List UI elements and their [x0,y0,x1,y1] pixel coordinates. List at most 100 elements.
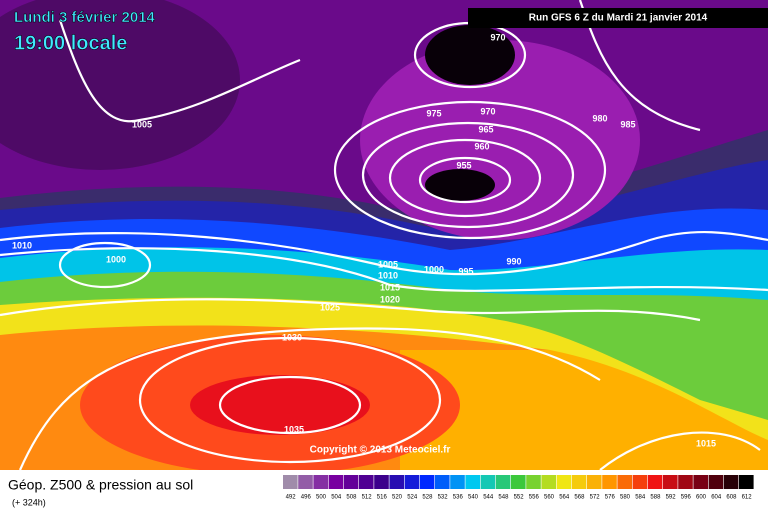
isobar-label: 1010 [378,270,398,280]
scale-label: 512 [362,495,373,501]
run-info: Run GFS 6 Z du Mardi 21 janvier 2014 [529,13,708,24]
scale-swatch [739,475,754,489]
scale-label: 492 [286,495,297,501]
run-box [468,8,768,28]
scale-label: 496 [301,495,312,501]
scale-swatch [450,475,465,489]
isobar-label: 975 [426,108,441,118]
scale-swatch [480,475,496,489]
scale-swatch [359,475,374,489]
scale-label: 560 [544,495,555,501]
scale-label: 584 [635,495,646,501]
isobar-label: 1015 [696,438,716,448]
isobar-label: 995 [458,266,473,276]
isobar [418,156,512,204]
scale-label: 608 [726,495,737,501]
isobar [58,19,301,123]
isobar [361,121,575,229]
isobar [58,241,152,289]
scale-swatch [526,475,541,489]
scale-swatch [678,475,693,489]
isobar-label: 980 [592,113,607,123]
footer-subtitle: (+ 324h) [12,497,46,507]
isobar-label: 1000 [424,264,444,274]
band [190,375,370,435]
isobar-label: 1035 [284,424,304,434]
scale-swatch [389,475,404,489]
isobar-label: 1025 [320,302,340,312]
isobar [218,375,362,435]
scale-label: 516 [377,495,388,501]
isobar [0,247,768,292]
scale-label: 500 [316,495,327,501]
isobar-label: 965 [478,124,493,134]
scale-label: 612 [742,495,753,501]
scale-swatch [708,475,724,489]
isobar-label: 970 [490,32,505,42]
scale-label: 604 [711,495,722,501]
scale-swatch [723,475,739,489]
isobar [0,298,701,322]
scale-swatch [343,475,359,489]
low-core [425,169,495,201]
scale-label: 540 [468,495,479,501]
scale-label: 588 [650,495,661,501]
scale-swatch [693,475,708,489]
scale-label: 536 [453,495,464,501]
scale-label: 544 [483,495,494,501]
scale-swatch [465,475,480,489]
scale-swatch [283,475,298,489]
scale-label: 532 [438,495,449,501]
isobar-label: 1030 [282,332,302,342]
scale-label: 596 [681,495,692,501]
low-core [425,25,515,85]
scale-label: 592 [666,495,677,501]
time: 19:00 locale [14,32,127,54]
scale-swatch [647,475,663,489]
isobar-label: 1000 [106,254,126,264]
scale-swatch [404,475,420,489]
scale-label: 576 [605,495,616,501]
isobar-label: 955 [456,160,471,170]
isobar-label: 990 [506,256,521,266]
isobar [599,431,761,471]
isobar [333,100,607,240]
scale-label: 564 [559,495,570,501]
scale-label: 580 [620,495,631,501]
scale-swatch [328,475,344,489]
isobar [138,336,442,464]
scale-label: 552 [514,495,525,501]
scale-swatch [663,475,678,489]
isobar-label: 985 [620,119,635,129]
isobar [388,138,542,218]
scale-label: 508 [346,495,357,501]
scale-swatch [556,475,572,489]
footer-title: Géop. Z500 & pression au sol [8,477,193,493]
scale-label: 528 [422,495,433,501]
isobar-label: 1010 [12,240,32,250]
isobar-label: 1020 [380,294,400,304]
isobars [0,0,768,471]
isobar-label: 1005 [378,259,398,269]
scale-label: 524 [407,495,418,501]
scale-swatch [495,475,511,489]
band [0,0,240,170]
date: Lundi 3 février 2014 [14,9,156,26]
scale-swatch [313,475,328,489]
isobar [18,327,601,471]
scale-label: 548 [498,495,509,501]
isobar [0,231,768,276]
scale-swatch [617,475,632,489]
scale-swatch [587,475,602,489]
scale-label: 568 [574,495,585,501]
scale-swatch [419,475,435,489]
scale-swatch [298,475,313,489]
scale-label: 600 [696,495,707,501]
scale-swatch [374,475,389,489]
isobar-label: 970 [480,106,495,116]
isobar-label: 960 [474,141,489,151]
scale-swatch [435,475,450,489]
isobar-label: 1005 [132,119,152,129]
